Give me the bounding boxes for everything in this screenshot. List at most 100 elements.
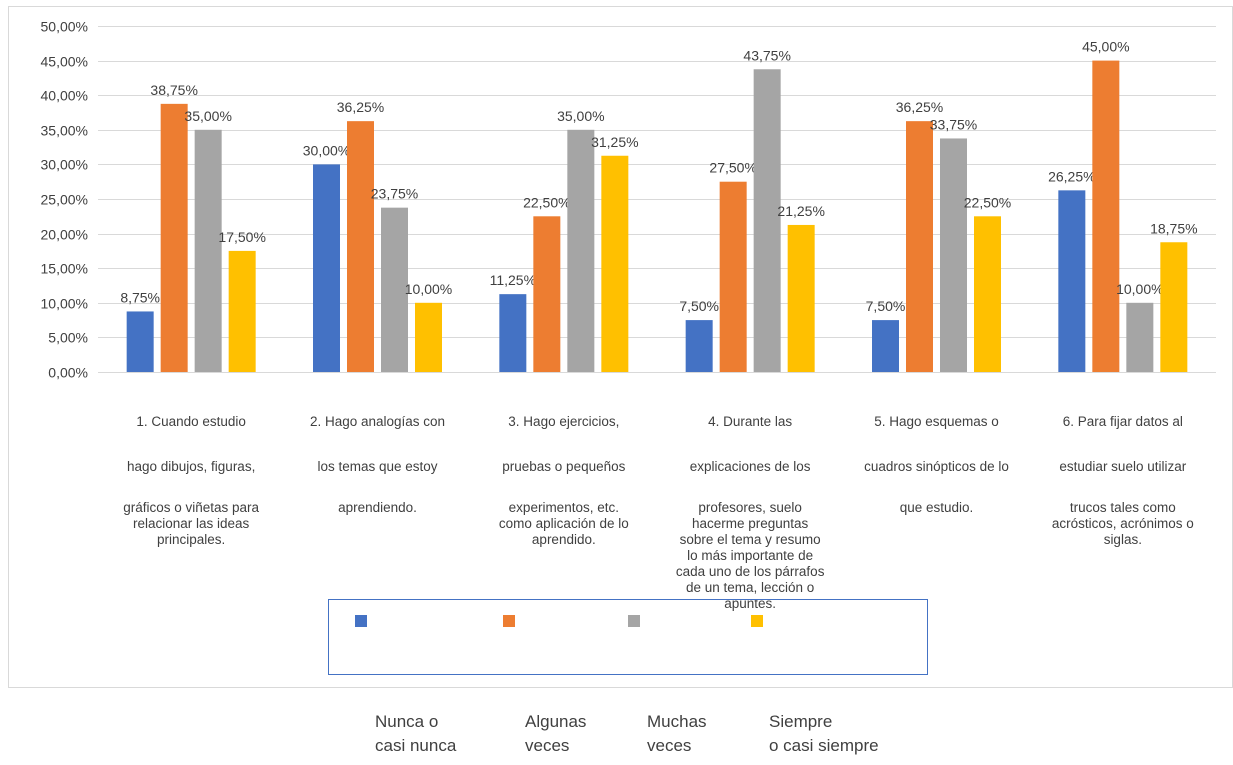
category-label-line: como aplicación de lo: [477, 516, 651, 532]
bar-3-1: [195, 130, 222, 372]
bar-1-5: [872, 320, 899, 372]
bar-4-5: [974, 216, 1001, 372]
legend-label: o casi siempre: [769, 735, 879, 757]
category-label-line: 1. Cuando estudio: [104, 414, 278, 430]
category-label-line: aprendido.: [477, 532, 651, 548]
category-label-line: gráficos o viñetas para: [104, 500, 278, 516]
data-label: 22,50%: [964, 194, 1011, 210]
bar-4-1: [229, 251, 256, 372]
legend-swatch-2: [503, 615, 515, 627]
bar-2-4: [720, 182, 747, 372]
category-label-line: 5. Hago esquemas o: [850, 414, 1024, 430]
data-label: 7,50%: [866, 298, 906, 314]
y-tick-label: 10,00%: [41, 296, 88, 312]
bar-3-5: [940, 138, 967, 372]
data-label: 26,25%: [1048, 168, 1095, 184]
category-label-line: profesores, suelo: [663, 500, 837, 516]
data-label: 36,25%: [337, 99, 384, 115]
category-label-line: siglas.: [1036, 532, 1210, 548]
legend-swatch-3: [628, 615, 640, 627]
category-label-line: relacionar las ideas: [104, 516, 278, 532]
category-label-line: 2. Hago analogías con: [291, 414, 465, 430]
bar-3-4: [754, 69, 781, 372]
data-label: 21,25%: [777, 203, 824, 219]
y-tick-label: 45,00%: [41, 54, 88, 70]
bar-1-2: [313, 164, 340, 372]
bar-2-2: [347, 121, 374, 372]
category-label-line: acrósticos, acrónimos o: [1036, 516, 1210, 532]
category-label-line: hago dibujos, figuras,: [104, 459, 278, 475]
bar-1-4: [686, 320, 713, 372]
bar-4-6: [1160, 242, 1187, 372]
category-label-line: principales.: [104, 532, 278, 548]
bar-3-6: [1126, 303, 1153, 372]
data-label: 18,75%: [1150, 220, 1197, 236]
bar-2-6: [1092, 61, 1119, 372]
y-tick-label: 20,00%: [41, 227, 88, 243]
data-label: 11,25%: [490, 272, 536, 288]
y-tick-label: 35,00%: [41, 123, 88, 139]
legend-label: Muchas: [647, 711, 707, 733]
y-tick-label: 15,00%: [41, 261, 88, 277]
y-tick-label: 50,00%: [41, 19, 88, 35]
data-label: 45,00%: [1082, 39, 1129, 55]
category-label-line: pruebas o pequeños: [477, 459, 651, 475]
data-label: 33,75%: [930, 116, 977, 132]
category-label-line: hacerme preguntas: [663, 516, 837, 532]
category-label-line: cada uno de los párrafos: [663, 564, 837, 580]
y-tick-label: 40,00%: [41, 88, 88, 104]
y-tick-label: 30,00%: [41, 157, 88, 173]
y-tick-label: 0,00%: [48, 365, 88, 381]
category-label-line: cuadros sinópticos de lo: [850, 459, 1024, 475]
y-tick-label: 5,00%: [48, 330, 88, 346]
bar-2-1: [161, 104, 188, 372]
category-label-line: trucos tales como: [1036, 500, 1210, 516]
data-label: 30,00%: [303, 142, 350, 158]
bar-3-3: [567, 130, 594, 372]
category-label-line: lo más importante de: [663, 548, 837, 564]
data-label: 35,00%: [557, 108, 604, 124]
legend-label: veces: [647, 735, 691, 757]
category-label-line: explicaciones de los: [663, 459, 837, 475]
bar-4-2: [415, 303, 442, 372]
category-label-line: 6. Para fijar datos al: [1036, 414, 1210, 430]
data-label: 10,00%: [405, 281, 452, 297]
data-label: 27,50%: [709, 160, 756, 176]
category-label-line: experimentos, etc.: [477, 500, 651, 516]
data-label: 38,75%: [150, 82, 197, 98]
category-label-line: sobre el tema y resumo: [663, 532, 837, 548]
bar-1-1: [127, 311, 154, 372]
legend-box: [328, 599, 928, 675]
category-label-line: 3. Hago ejercicios,: [477, 414, 651, 430]
data-label: 36,25%: [896, 99, 943, 115]
bar-1-3: [499, 294, 526, 372]
category-label-line: que estudio.: [850, 500, 1024, 516]
category-label-line: 4. Durante las: [663, 414, 837, 430]
data-label: 23,75%: [371, 186, 418, 202]
bar-4-3: [601, 156, 628, 372]
bar-2-5: [906, 121, 933, 372]
data-label: 43,75%: [743, 47, 790, 63]
legend-swatch-1: [355, 615, 367, 627]
data-label: 17,50%: [218, 229, 265, 245]
data-label: 35,00%: [184, 108, 231, 124]
legend-label: Algunas: [525, 711, 586, 733]
bar-1-6: [1058, 190, 1085, 372]
legend-swatch-4: [751, 615, 763, 627]
legend-label: Siempre: [769, 711, 832, 733]
category-label-line: de un tema, lección o: [663, 580, 837, 596]
data-label: 31,25%: [591, 134, 638, 150]
data-label: 8,75%: [120, 289, 160, 305]
category-label-line: aprendiendo.: [291, 500, 465, 516]
legend-label: casi nunca: [375, 735, 456, 757]
data-label: 22,50%: [523, 194, 570, 210]
legend-label: veces: [525, 735, 569, 757]
data-label: 7,50%: [679, 298, 719, 314]
legend-label: Nunca o: [375, 711, 438, 733]
y-tick-label: 25,00%: [41, 192, 88, 208]
data-label: 10,00%: [1116, 281, 1163, 297]
bar-4-4: [788, 225, 815, 372]
bar-2-3: [533, 216, 560, 372]
category-label-line: los temas que estoy: [291, 459, 465, 475]
category-label-line: estudiar suelo utilizar: [1036, 459, 1210, 475]
